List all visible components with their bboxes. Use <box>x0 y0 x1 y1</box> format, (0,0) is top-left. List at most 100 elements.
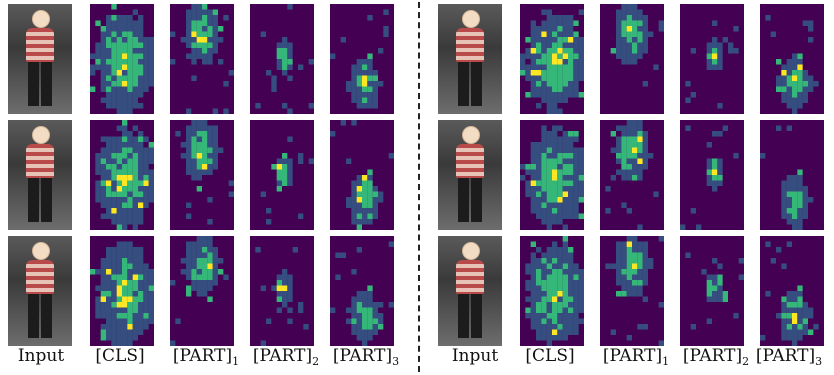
heatmap-cell <box>132 252 138 258</box>
heatmap-cell <box>552 307 558 313</box>
heatmap-cell <box>202 147 208 153</box>
heatmap-cell <box>276 285 282 291</box>
heatmap-cell <box>568 153 574 159</box>
heatmap-cell <box>573 81 579 87</box>
heatmap-cell <box>616 158 622 164</box>
part2-attention-map <box>680 4 744 114</box>
heatmap-cell <box>132 208 138 214</box>
heatmap-cell <box>552 280 558 286</box>
heatmap-cell <box>621 291 627 297</box>
heatmap-cell <box>100 269 106 275</box>
heatmap-cell <box>776 125 782 131</box>
heatmap-cell <box>378 313 384 319</box>
heatmap-cell <box>111 335 117 341</box>
heatmap-cell <box>367 197 373 203</box>
heatmap-cell <box>207 20 213 26</box>
heatmap-cell <box>196 26 202 32</box>
heatmap-cell <box>127 269 133 275</box>
heatmap-cell <box>797 191 803 197</box>
heatmap-cell <box>562 236 568 242</box>
heatmap-cell <box>642 258 648 264</box>
heatmap-cell <box>116 147 122 153</box>
person-legs <box>28 294 52 338</box>
heatmap-cell <box>266 70 272 76</box>
heatmap-cell <box>116 86 122 92</box>
heatmap-cell <box>127 48 133 54</box>
heatmap-cell <box>212 269 218 275</box>
heatmap-cell <box>621 147 627 153</box>
heatmap-cell <box>616 169 622 175</box>
heatmap-cell <box>637 169 643 175</box>
heatmap-cell <box>632 131 638 137</box>
heatmap-cell <box>202 291 208 297</box>
heatmap-cell <box>578 280 584 286</box>
heatmap-cell <box>143 274 149 280</box>
heatmap-cell <box>557 70 563 76</box>
heatmap-cell <box>616 263 622 269</box>
heatmap-cell <box>111 208 117 214</box>
heatmap-cell <box>632 142 638 148</box>
heatmap-cell <box>552 274 558 280</box>
heatmap-cell <box>541 191 547 197</box>
heatmap-cell <box>122 131 128 137</box>
heatmap-cell <box>132 213 138 219</box>
column-label-cls: [CLS] <box>95 346 145 366</box>
heatmap-cell <box>186 125 192 131</box>
heatmap-cell <box>562 86 568 92</box>
heatmap-cell <box>808 26 814 32</box>
heatmap-cell <box>186 136 192 142</box>
heatmap-cell <box>132 329 138 335</box>
heatmap-cell <box>282 48 288 54</box>
heatmap-cell <box>143 307 149 313</box>
heatmap-cell <box>642 142 648 148</box>
heatmap-cell <box>568 280 574 286</box>
heatmap-cell <box>546 213 552 219</box>
heatmap-cell <box>557 164 563 170</box>
heatmap-cell <box>562 285 568 291</box>
heatmap-cell <box>207 31 213 37</box>
heatmap-cell <box>138 42 144 48</box>
heatmap-cell <box>196 241 202 247</box>
heatmap-cells <box>680 125 739 230</box>
heatmap-cell <box>552 26 558 32</box>
heatmap-cell <box>367 313 373 319</box>
heatmap-cell <box>562 197 568 203</box>
heatmap-cell <box>127 142 133 148</box>
heatmap-cell <box>541 37 547 43</box>
heatmap-cell <box>180 258 186 264</box>
heatmap-cell <box>786 202 792 208</box>
heatmap-cell <box>362 97 368 103</box>
heatmap-cell <box>196 53 202 59</box>
heatmap-cell <box>578 285 584 291</box>
heatmap-cell <box>786 186 792 192</box>
heatmap-cell <box>792 75 798 81</box>
heatmap-cell <box>138 213 144 219</box>
heatmap-cell <box>111 64 117 70</box>
heatmap-cell <box>372 186 378 192</box>
heatmap-cell <box>122 97 128 103</box>
heatmap-cell <box>276 48 282 54</box>
heatmap-cell <box>122 224 128 230</box>
heatmap-cell <box>362 313 368 319</box>
part1-attention-map <box>600 236 664 346</box>
heatmap-cell <box>765 15 771 21</box>
heatmap-cell <box>116 263 122 269</box>
heatmap-cell <box>808 313 814 319</box>
heatmap-cell <box>207 42 213 48</box>
heatmap-cell <box>541 324 547 330</box>
heatmap-cell <box>116 335 122 341</box>
heatmap-cell <box>536 59 542 65</box>
heatmap-cell <box>276 296 282 302</box>
heatmap-cell <box>207 125 213 131</box>
heatmap-cell <box>111 92 117 98</box>
heatmap-cell <box>717 131 723 137</box>
heatmap-cell <box>712 258 718 264</box>
heatmap-cell <box>578 92 584 98</box>
heatmap-cell <box>218 147 224 153</box>
heatmap-cell <box>792 92 798 98</box>
heatmap-cell <box>138 37 144 43</box>
heatmap-cell <box>637 31 643 37</box>
heatmap-cell <box>111 213 117 219</box>
heatmap-cell <box>127 136 133 142</box>
heatmap-cell <box>712 48 718 54</box>
